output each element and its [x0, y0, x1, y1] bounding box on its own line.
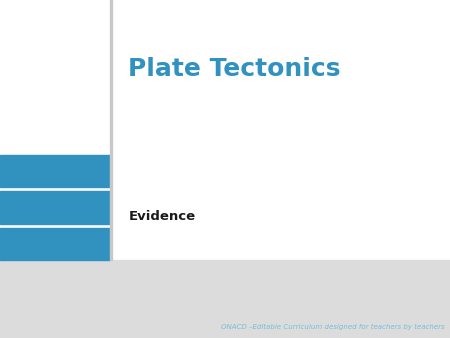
Text: Evidence: Evidence	[128, 211, 195, 223]
Bar	[0, 260, 450, 338]
Text: ONACD –Editable Curriculum designed for teachers by teachers: ONACD –Editable Curriculum designed for …	[221, 324, 445, 330]
Text: Plate Tectonics: Plate Tectonics	[128, 57, 341, 81]
Bar	[0, 228, 110, 260]
Bar	[0, 155, 110, 187]
Bar	[110, 0, 112, 260]
Bar	[0, 191, 110, 224]
